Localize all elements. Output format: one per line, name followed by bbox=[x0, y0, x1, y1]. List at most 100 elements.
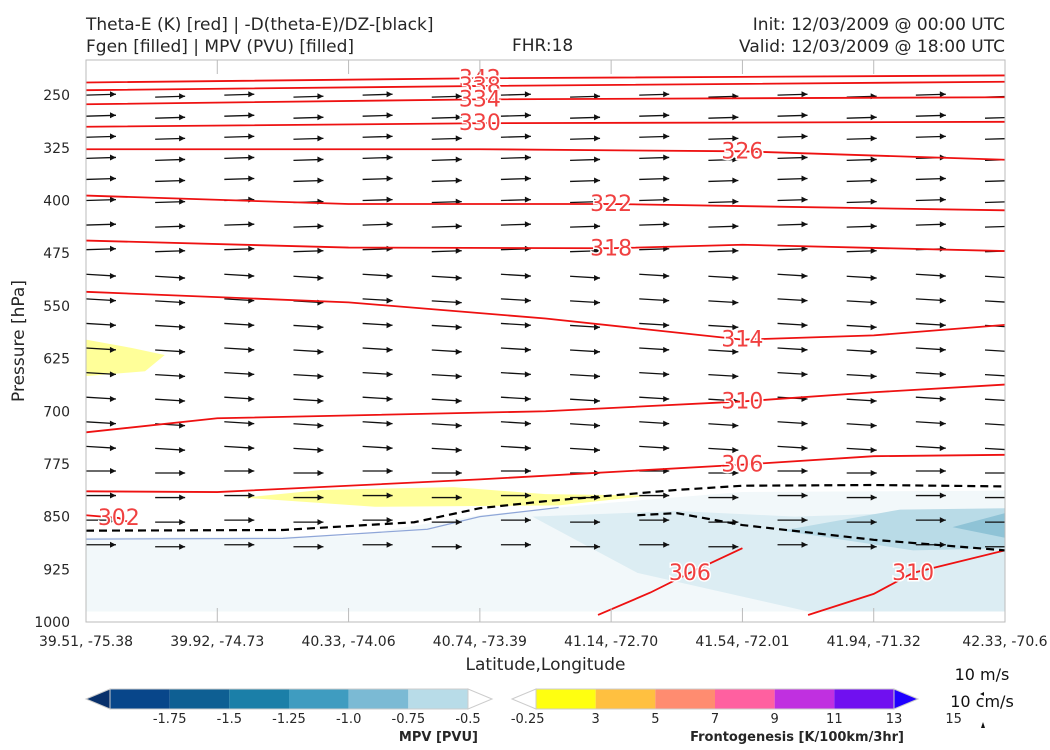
wind-vector bbox=[155, 397, 186, 404]
theta-e-label: 310 bbox=[721, 389, 763, 414]
wind-vector bbox=[155, 543, 186, 550]
wind-vector bbox=[708, 324, 739, 331]
wind-vector bbox=[570, 114, 601, 121]
wind-vector bbox=[224, 420, 255, 427]
wind-vector bbox=[224, 175, 255, 182]
wind-vector bbox=[362, 467, 393, 474]
wind-vector bbox=[293, 447, 324, 454]
wind-vector bbox=[708, 114, 739, 121]
wind-vector bbox=[708, 543, 739, 550]
theta-e-contour bbox=[86, 239, 1005, 252]
colorbar-tick: 11 bbox=[826, 712, 843, 727]
wind-vector bbox=[293, 469, 324, 476]
wind-vector bbox=[86, 133, 117, 140]
theta-e-contour bbox=[86, 80, 1005, 92]
wind-vector bbox=[639, 492, 670, 499]
wind-vector bbox=[777, 91, 808, 98]
wind-vector bbox=[500, 371, 531, 378]
wind-vector bbox=[86, 322, 116, 329]
wind-vector bbox=[155, 519, 186, 526]
wind-vector bbox=[984, 300, 1005, 303]
wind-vector bbox=[224, 221, 255, 228]
wind-vector bbox=[224, 112, 255, 119]
vector-scale-arrow bbox=[980, 692, 984, 696]
wind-vector bbox=[846, 447, 877, 454]
wind-vector bbox=[362, 492, 393, 499]
wind-vector bbox=[570, 299, 601, 306]
wind-vector bbox=[777, 196, 808, 203]
wind-vector bbox=[293, 543, 324, 550]
wind-vector bbox=[362, 395, 393, 402]
wind-vector bbox=[224, 273, 255, 280]
wind-vector bbox=[777, 541, 808, 548]
wind-vector bbox=[708, 299, 739, 306]
y-tick-label: 625 bbox=[43, 352, 70, 368]
wind-vector bbox=[155, 177, 186, 184]
wind-vector bbox=[155, 469, 186, 476]
wind-vector bbox=[570, 543, 601, 550]
y-tick-label: 550 bbox=[43, 299, 70, 315]
colorbar-tick: 9 bbox=[771, 712, 779, 727]
wind-vector bbox=[86, 445, 116, 452]
theta-e-contour bbox=[86, 96, 1005, 106]
header-valid: Valid: 12/03/2009 @ 18:00 UTC bbox=[739, 37, 1005, 57]
wind-vector bbox=[846, 469, 877, 476]
theta-e-label: 326 bbox=[721, 139, 763, 164]
wind-vector bbox=[362, 445, 393, 452]
vector-scale-arrow bbox=[981, 722, 985, 728]
wind-vector bbox=[86, 541, 116, 548]
wind-vector bbox=[708, 373, 739, 380]
wind-vector bbox=[915, 273, 946, 280]
wind-vector bbox=[846, 494, 877, 501]
x-tick-label: 42.33, -70.6 bbox=[962, 634, 1047, 650]
mpv-contour bbox=[86, 506, 559, 540]
theta-e-contour bbox=[597, 547, 743, 616]
theta-e-contour bbox=[807, 549, 1005, 616]
wind-vector bbox=[500, 420, 531, 427]
wind-vector bbox=[500, 322, 531, 329]
wind-vector bbox=[431, 397, 462, 404]
wind-vector bbox=[777, 445, 808, 452]
wind-vector bbox=[915, 91, 946, 98]
wind-vector bbox=[915, 196, 946, 203]
wind-vector bbox=[224, 541, 255, 548]
wind-vector bbox=[570, 397, 601, 404]
wind-vector bbox=[915, 371, 946, 378]
wind-vector bbox=[639, 322, 670, 329]
wind-vector bbox=[915, 175, 946, 182]
colorbar-tick: -1.25 bbox=[272, 712, 306, 727]
wind-vector bbox=[777, 517, 808, 524]
wind-vector bbox=[777, 154, 808, 161]
wind-vector bbox=[224, 154, 255, 161]
theta-e-label: 318 bbox=[590, 236, 632, 261]
wind-vector bbox=[431, 422, 462, 429]
theta-e-label: 334 bbox=[459, 87, 501, 112]
wind-vector bbox=[777, 371, 808, 378]
theta-e-contour bbox=[86, 290, 1005, 341]
wind-vector bbox=[431, 114, 462, 121]
wind-vector bbox=[431, 275, 462, 282]
wind-vector bbox=[362, 273, 393, 280]
wind-vector bbox=[570, 247, 601, 254]
wind-vector bbox=[984, 349, 1005, 352]
wind-vector bbox=[639, 517, 670, 524]
wind-vector bbox=[846, 156, 877, 163]
wind-vector bbox=[362, 154, 393, 161]
wind-vector bbox=[86, 175, 117, 182]
y-tick-label: 925 bbox=[43, 562, 70, 578]
wind-vector bbox=[846, 177, 877, 184]
wind-vector bbox=[639, 112, 670, 119]
wind-vector bbox=[915, 492, 946, 499]
wind-vector bbox=[639, 133, 670, 140]
wind-vector bbox=[708, 177, 739, 184]
wind-vector bbox=[362, 371, 393, 378]
wind-vector bbox=[431, 247, 462, 254]
x-tick-label: 39.92, -74.73 bbox=[170, 634, 264, 650]
theta-e-label: 306 bbox=[721, 453, 763, 478]
wind-vector bbox=[500, 492, 531, 499]
wind-vector bbox=[431, 135, 462, 142]
wind-vector bbox=[639, 371, 670, 378]
wind-vector bbox=[224, 245, 255, 252]
colorbar-tick: 15 bbox=[945, 712, 962, 727]
wind-vector bbox=[777, 420, 808, 427]
